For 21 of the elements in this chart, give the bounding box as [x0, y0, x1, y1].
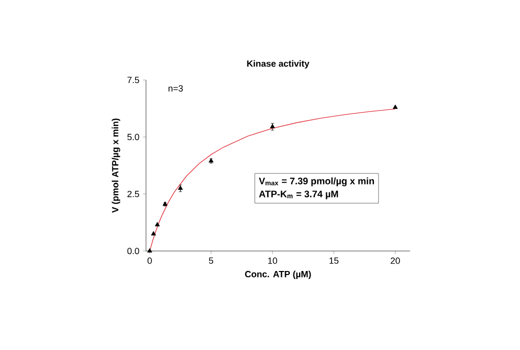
x-tick-label: 20: [390, 258, 400, 264]
annotation: ATP-K$_{m}$ = 3.74 µM: [259, 190, 338, 200]
point: [392, 104, 398, 109]
x-tick-label: 0: [148, 258, 152, 264]
y-tick-label: 7.5: [127, 76, 140, 84]
point: [208, 158, 214, 162]
annotation: V$_{max}$ = 7.39 pmol/µg x min: [258, 177, 374, 186]
y-axis-title: V (pmol ATP/µg x min): [112, 118, 120, 213]
point: [151, 231, 156, 236]
annotation: n=3: [168, 85, 183, 92]
y-tick-label: 5.0: [127, 134, 140, 140]
point: [178, 186, 183, 190]
y-tick-label: 0.0: [127, 248, 140, 254]
y-tick-label: 2.5: [127, 190, 140, 198]
x-tick-label: 15: [330, 258, 338, 264]
point: [147, 248, 152, 252]
chart-title: Kinase activity: [247, 60, 310, 69]
x-tick-label: 10: [268, 258, 278, 264]
point: [154, 222, 160, 226]
x-tick-label: 5: [208, 258, 214, 264]
x-axis-title: Conc. ATP (µM): [245, 270, 311, 280]
